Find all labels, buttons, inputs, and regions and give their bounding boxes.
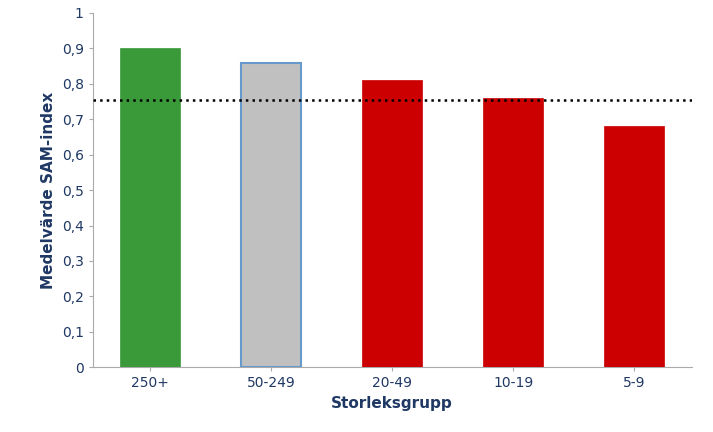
X-axis label: Storleksgrupp: Storleksgrupp (332, 396, 453, 411)
Bar (120, 48, 180, 367)
Bar (604, 126, 665, 367)
Bar (362, 80, 422, 367)
Bar (241, 63, 302, 367)
Y-axis label: Medelvärde SAM-index: Medelvärde SAM-index (41, 92, 56, 289)
Bar (483, 98, 543, 367)
